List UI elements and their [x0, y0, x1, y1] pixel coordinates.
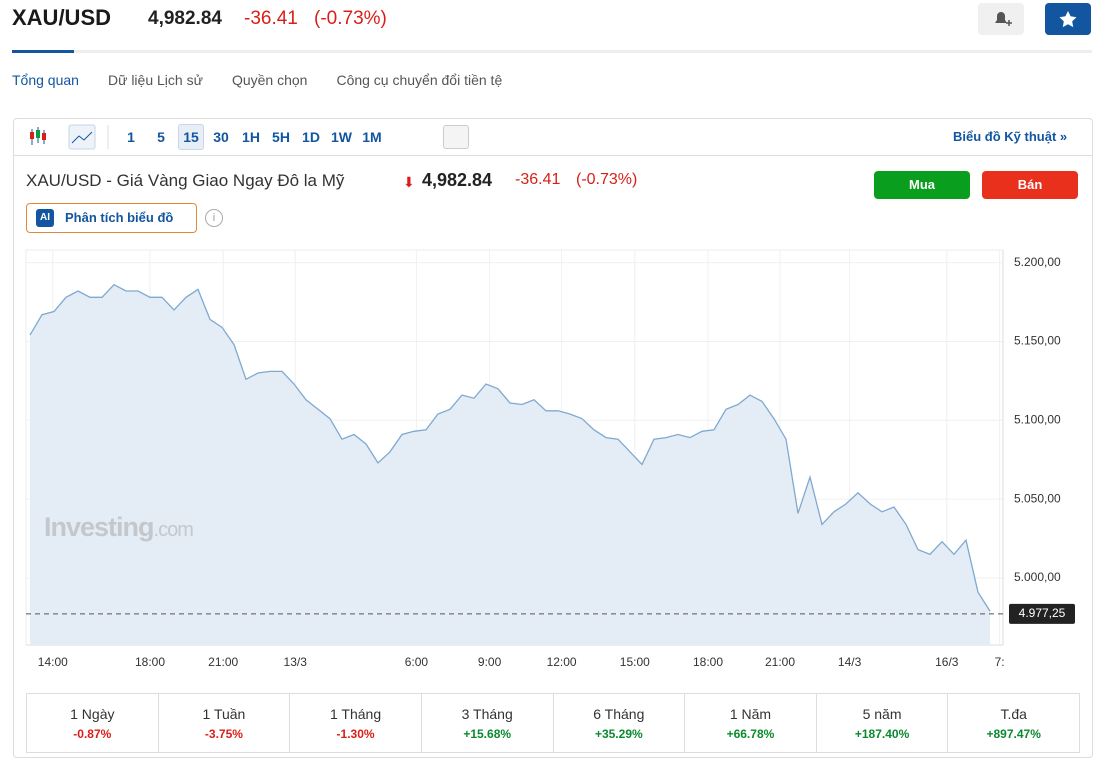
last-price-badge — [1009, 603, 1075, 624]
x-tick-label: 12:00 — [547, 655, 577, 669]
period: T.đa — [1000, 706, 1027, 722]
quote-change: -36.41 — [515, 171, 561, 188]
period-change: -1.30% — [336, 727, 375, 741]
area — [30, 284, 990, 645]
watermark: Investing.com — [44, 512, 194, 543]
change-pct: (-0.73%) — [314, 8, 387, 29]
ai-badge: AI — [36, 209, 54, 227]
interval[interactable]: 1 — [127, 129, 135, 145]
interval[interactable]: 1M — [362, 129, 382, 145]
period-change: +15.68% — [463, 727, 512, 741]
quote-name: XAU/USD - Giá Vàng Giao Ngay Đô la Mỹ — [26, 171, 345, 190]
x-tick-label: 15:00 — [620, 655, 650, 669]
link-text: Biểu đồ Kỹ thuật — [953, 129, 1057, 144]
interval[interactable]: 5H — [272, 129, 290, 145]
x-tick-label: 7: — [995, 655, 1005, 669]
interval[interactable]: 15 — [178, 124, 204, 150]
interval[interactable]: 30 — [213, 129, 229, 145]
price-line — [29, 283, 991, 612]
tab-underline — [12, 50, 1092, 53]
period-change: +35.29% — [594, 727, 643, 741]
y-tick-label: 5.150,00 — [1014, 334, 1061, 348]
tab[interactable]: Quyền chọn — [231, 72, 308, 88]
period-change: -3.75% — [204, 727, 243, 741]
quote-change-pct: (-0.73%) — [576, 171, 638, 188]
performance-cell[interactable]: 6 Tháng +35.29% — [554, 694, 686, 752]
performance-cell[interactable]: 5 năm +187.40% — [817, 694, 949, 752]
period: 1 Tháng — [330, 706, 382, 722]
tab[interactable]: Dữ liệu Lịch sử — [107, 72, 203, 88]
technical-link[interactable]: Biểu đồ Kỹ thuật » — [953, 129, 1068, 144]
performance-cell[interactable]: T.đa +897.47% — [948, 694, 1079, 752]
y-tick-label: 5.000,00 — [1014, 570, 1061, 584]
x-tick-label: 13/3 — [284, 655, 308, 669]
y-tick-label: 5.100,00 — [1014, 412, 1061, 426]
x-tick-label: 21:00 — [765, 655, 795, 669]
period-change: +187.40% — [854, 727, 910, 741]
watermark-suffix: .com — [153, 519, 194, 541]
performance-cell[interactable]: 1 Tháng -1.30% — [290, 694, 422, 752]
period: 1 Ngày — [70, 706, 115, 722]
period: 1 Năm — [729, 706, 772, 722]
x-tick-label: 16/3 — [935, 655, 959, 669]
watchlist-button[interactable] — [1045, 3, 1091, 35]
interval[interactable]: 1D — [302, 129, 320, 145]
x-tick-label: 21:00 — [208, 655, 238, 669]
performance-cell[interactable]: 1 Tuần -3.75% — [159, 694, 291, 752]
x-tick-label: 14:00 — [38, 655, 68, 669]
x-tick-label: 18:00 — [135, 655, 165, 669]
performance: 1 Ngày -0.87% 1 Tuần -3.75% 1 Tháng -1.30% 3 T… — [26, 693, 1080, 753]
x-tick-label: 9:00 — [478, 655, 502, 669]
watermark-brand: Investing — [44, 512, 155, 542]
symbol: XAU/USD — [12, 5, 112, 30]
period-change: -0.87% — [73, 727, 112, 741]
ai-button[interactable]: Phân tích biểu đồ — [26, 203, 197, 233]
tabs: Tổng quan Dữ liệu Lịch sử Quyền chọn Công c… — [12, 72, 502, 88]
toolbar — [14, 119, 1092, 156]
tab[interactable]: Tổng quan — [12, 72, 79, 88]
quote-price: 4,982.84 — [422, 170, 493, 190]
change: -36.41 — [244, 8, 298, 29]
performance-cell[interactable]: 1 Ngày -0.87% — [27, 694, 159, 752]
interval[interactable]: 5 — [157, 129, 165, 145]
y-tick-label: 5.050,00 — [1014, 491, 1061, 505]
layout-button[interactable] — [443, 125, 469, 149]
period-change: +897.47% — [986, 727, 1041, 741]
x-tick-label: 6:00 — [405, 655, 429, 669]
intervals: 1 5 15 30 1H 5H 1D 1W 1M — [118, 124, 385, 150]
period-change: +66.78% — [726, 727, 775, 741]
period: 1 Tuần — [202, 706, 246, 722]
period: 5 năm — [862, 706, 902, 722]
period: 6 Tháng — [593, 706, 645, 722]
sell-button[interactable]: Bán — [982, 171, 1078, 199]
performance-cell[interactable]: 3 Tháng +15.68% — [422, 694, 554, 752]
down-arrow: ⬇ — [403, 174, 415, 190]
interval[interactable]: 1W — [331, 129, 352, 145]
performance-cell[interactable]: 1 Năm +66.78% — [685, 694, 817, 752]
price: 4,982.84 — [148, 8, 222, 29]
y-tick-label: 5.200,00 — [1014, 255, 1061, 269]
alert-button[interactable] — [978, 3, 1024, 35]
period: 3 Tháng — [461, 706, 513, 722]
interval[interactable]: 1H — [242, 129, 260, 145]
x-tick-label: 18:00 — [693, 655, 723, 669]
tab[interactable]: Công cụ chuyển đổi tiền tệ — [336, 72, 503, 88]
x-tick-label: 14/3 — [838, 655, 862, 669]
chart-panel — [13, 118, 1093, 758]
last-price-label: 4.977,25 — [1019, 606, 1066, 620]
buy-button[interactable]: Mua — [874, 171, 970, 199]
info-icon[interactable]: i — [205, 209, 223, 227]
